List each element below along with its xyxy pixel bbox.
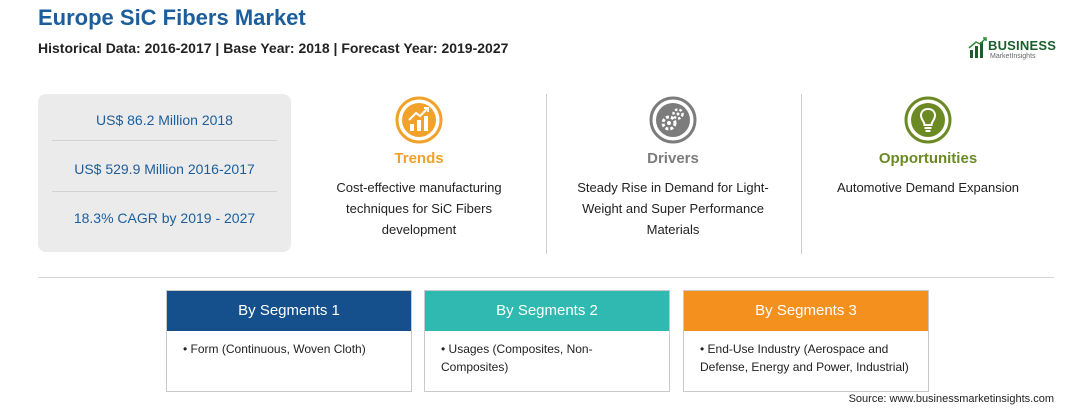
key-stats-panel: US$ 86.2 Million 2018 US$ 529.9 Million … bbox=[38, 94, 291, 252]
stat-divider bbox=[52, 140, 277, 141]
segment-2-header: By Segments 2 bbox=[425, 291, 669, 331]
drivers-heading: Drivers bbox=[647, 150, 699, 167]
opportunities-text: Automotive Demand Expansion bbox=[836, 180, 1020, 195]
page-subtitle: Historical Data: 2016-2017 | Base Year: … bbox=[38, 40, 509, 56]
drivers-column: Drivers Steady Rise in Demand for Light-… bbox=[568, 96, 778, 240]
logo-wordmark: BUSINESS bbox=[988, 38, 1057, 53]
segment-3-item: • End-Use Industry (Aerospace and Defens… bbox=[700, 342, 909, 374]
segment-1-header: By Segments 1 bbox=[167, 291, 411, 331]
column-divider bbox=[546, 94, 547, 254]
company-logo: BUSINESS MarketInsights bbox=[968, 36, 1068, 66]
stat-market-size-2018: US$ 86.2 Million 2018 bbox=[96, 112, 233, 128]
opportunities-column: Opportunities Automotive Demand Expansio… bbox=[823, 96, 1033, 198]
logo-mark-icon bbox=[968, 37, 987, 58]
stat-divider bbox=[52, 191, 277, 192]
section-divider bbox=[38, 277, 1054, 278]
opportunities-heading: Opportunities bbox=[878, 150, 978, 167]
source-note: Source: www.businessmarketinsights.com bbox=[848, 393, 1054, 405]
page-title: Europe SiC Fibers Market bbox=[38, 5, 306, 30]
trends-column: Trends Cost-effective manufacturing tech… bbox=[314, 96, 524, 240]
segment-2-item: • Usages (Composites, Non-Composites) bbox=[441, 342, 593, 374]
trends-text: Cost-effective manufacturing techniques … bbox=[336, 180, 502, 237]
gears-icon bbox=[649, 96, 697, 144]
stat-cagr: 18.3% CAGR by 2019 - 2027 bbox=[73, 210, 256, 226]
trend-chart-icon bbox=[395, 96, 443, 144]
drivers-text: Steady Rise in Demand for Light-Weight a… bbox=[577, 180, 769, 237]
segment-card-3: By Segments 3 • End-Use Industry (Aerosp… bbox=[683, 290, 929, 392]
column-divider bbox=[801, 94, 802, 254]
segment-card-1: By Segments 1 • Form (Continuous, Woven … bbox=[166, 290, 412, 392]
segment-card-2: By Segments 2 • Usages (Composites, Non-… bbox=[424, 290, 670, 392]
stat-historical-value: US$ 529.9 Million 2016-2017 bbox=[74, 161, 255, 177]
segment-1-item: • Form (Continuous, Woven Cloth) bbox=[183, 342, 366, 356]
lightbulb-icon bbox=[904, 96, 952, 144]
trends-heading: Trends bbox=[394, 150, 444, 167]
segment-3-header: By Segments 3 bbox=[684, 291, 928, 331]
logo-subtext: MarketInsights bbox=[990, 53, 1036, 60]
